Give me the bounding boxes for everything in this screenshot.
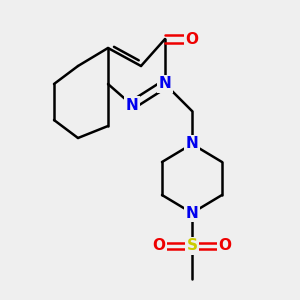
Text: N: N bbox=[159, 76, 171, 92]
Text: O: O bbox=[218, 238, 232, 253]
Text: N: N bbox=[186, 206, 198, 220]
Text: O: O bbox=[185, 32, 199, 46]
Text: N: N bbox=[186, 136, 198, 152]
Text: N: N bbox=[126, 98, 138, 112]
Text: O: O bbox=[152, 238, 166, 253]
Text: S: S bbox=[187, 238, 197, 253]
